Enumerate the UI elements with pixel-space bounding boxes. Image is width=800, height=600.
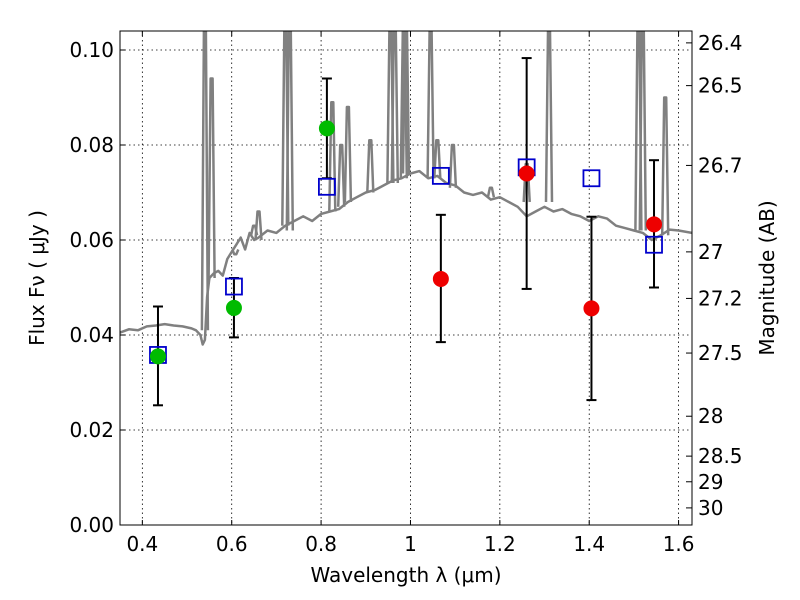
right-tick-label: 26.4 xyxy=(698,31,743,55)
axis-ticks: 0.4 0.6 0.8 1 1.2 1.4 1.6 0.00 0.02 0.04 0.06 0.08 0… xyxy=(69,31,742,556)
emission-line-spike xyxy=(285,31,295,231)
x-tick-label: 1.2 xyxy=(484,532,516,556)
observed-flux-point xyxy=(583,300,600,317)
emission-line-spike xyxy=(426,31,435,179)
y-axis-title: Flux Fν ( μJy ) xyxy=(25,210,49,346)
y-tick-label: 0.04 xyxy=(69,323,114,347)
right-tick-label: 28 xyxy=(698,404,723,428)
right-tick-label: 26.5 xyxy=(698,74,743,98)
emission-line-spike xyxy=(486,186,496,198)
emission-line-spike xyxy=(448,143,458,188)
emission-line-spike xyxy=(366,139,375,193)
model-photometry-square xyxy=(582,169,601,188)
right-tick-label: 27.2 xyxy=(698,286,743,310)
emission-line-spike xyxy=(401,31,411,174)
emission-line-spike xyxy=(638,31,648,231)
emission-line-spike xyxy=(544,31,554,203)
x-axis-title: Wavelength λ (μm) xyxy=(310,563,501,587)
emission-line-spike xyxy=(207,77,216,279)
observed-flux-point xyxy=(646,216,663,233)
model-photometry-square xyxy=(431,166,450,185)
observed-flux-point xyxy=(225,299,242,316)
emission-line-spike xyxy=(231,249,240,256)
emission-line-spike xyxy=(200,31,210,331)
observed-flux-point xyxy=(518,165,535,182)
y-tick-label: 0.00 xyxy=(69,513,114,537)
spectrum-line xyxy=(120,169,692,346)
model-photometry-square xyxy=(645,235,663,254)
emission-line-spike xyxy=(399,31,409,179)
right-tick-label: 27.5 xyxy=(698,341,743,365)
observed-flux-point xyxy=(318,120,335,137)
x-tick-label: 1 xyxy=(404,532,417,556)
y-tick-label: 0.02 xyxy=(69,418,114,442)
emission-line-spike xyxy=(660,96,670,236)
plot-frame xyxy=(119,30,693,526)
observed-flux-point xyxy=(149,348,166,365)
error-bars xyxy=(152,57,660,407)
emission-line-spike xyxy=(390,31,400,184)
x-tick-label: 0.4 xyxy=(126,532,158,556)
emission-line-spike xyxy=(328,101,337,212)
right-tick-label: 26.7 xyxy=(698,153,743,177)
emission-line-spike xyxy=(343,105,353,203)
right-tick-label: 29 xyxy=(698,470,723,494)
emission-line-spike xyxy=(254,210,263,241)
emission-line-spike xyxy=(433,139,442,179)
right-tick-label: 27 xyxy=(698,240,723,264)
right-tick-label: 28.5 xyxy=(698,444,743,468)
right-axis-title: Magnitude (AB) xyxy=(755,200,779,355)
y-tick-label: 0.06 xyxy=(69,228,114,252)
x-tick-label: 0.8 xyxy=(305,532,337,556)
right-tick-label: 30 xyxy=(698,496,723,520)
model-spectrum-series xyxy=(120,31,692,346)
y-tick-label: 0.10 xyxy=(69,38,114,62)
y-tick-label: 0.08 xyxy=(69,133,114,157)
emission-line-spike xyxy=(336,143,346,207)
x-tick-label: 1.4 xyxy=(573,532,605,556)
x-tick-label: 0.6 xyxy=(216,532,248,556)
model-photometry-square xyxy=(318,177,336,196)
photometry-markers xyxy=(149,120,663,365)
observed-flux-point xyxy=(432,270,449,287)
model-photometry-square xyxy=(225,277,243,296)
x-tick-label: 1.6 xyxy=(663,532,695,556)
